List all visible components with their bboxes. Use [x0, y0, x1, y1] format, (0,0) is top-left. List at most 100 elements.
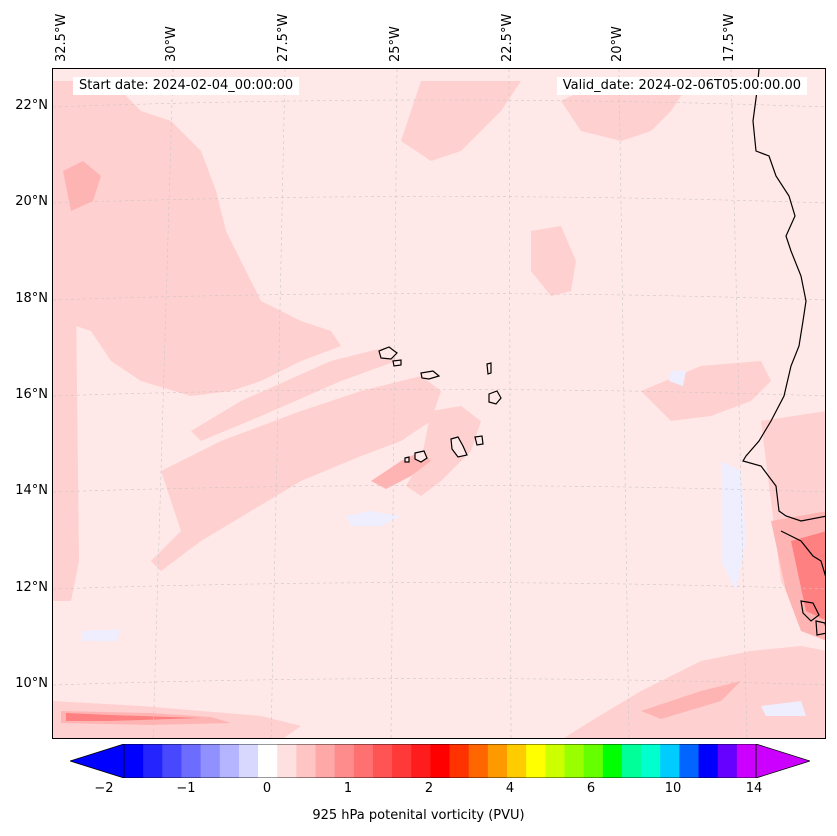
- lon-label-22-5w: 22.5°W: [500, 13, 515, 62]
- colorbar-segment: [564, 744, 585, 778]
- lat-label-10n: 10°N: [15, 676, 48, 691]
- island-sao-vicente: [392, 359, 402, 367]
- pv-contours-strong: [66, 531, 825, 721]
- colorbar-segment: [411, 744, 431, 778]
- colorbar-segment: [736, 744, 757, 778]
- gridline-lat-22n: [53, 99, 825, 108]
- colorbar-tick: 4: [505, 781, 515, 796]
- gridline-lon-25w: [390, 69, 398, 738]
- colorbar-segment: [468, 744, 489, 778]
- gridline-lon-22-5w: [508, 69, 512, 738]
- colorbar-segment: [430, 744, 451, 778]
- colorbar-tick: 6: [586, 781, 596, 796]
- pv-contours-light: [53, 81, 825, 738]
- lat-label-18n: 18°N: [15, 291, 48, 306]
- cape-verde-islands: [378, 346, 502, 463]
- pv-coast-core: [791, 531, 825, 621]
- colorbar-segment: [258, 744, 278, 778]
- coast-guinea-bissau: [780, 530, 825, 577]
- colorbar-segment: [392, 744, 412, 778]
- gridline-lat-20n: [53, 196, 825, 204]
- lon-label-27-5w: 27.5°W: [276, 13, 291, 62]
- colorbar-over-triangle: [755, 744, 810, 778]
- colorbar-segment: [602, 744, 623, 778]
- pv-region-central-blob: [531, 226, 576, 296]
- colorbar-tick: 2: [424, 781, 434, 796]
- colorbar-segment: [698, 744, 719, 778]
- neg-region-3: [669, 371, 686, 386]
- lat-label-12n: 12°N: [15, 580, 48, 595]
- island-brava: [404, 456, 410, 463]
- colorbar-tick: −2: [94, 781, 114, 796]
- colorbar-segment: [526, 744, 546, 778]
- coastline: [742, 69, 825, 636]
- colorbar-segment: [507, 744, 527, 778]
- coast-islands-bijagos: [800, 600, 825, 636]
- gridline-lon-20w: [618, 69, 630, 738]
- neg-region-4: [81, 629, 121, 641]
- gridline-lat-12n: [53, 582, 825, 590]
- colorbar-segment: [143, 744, 163, 778]
- pv-region-north-center: [401, 81, 521, 161]
- pv-plume-core: [371, 451, 431, 489]
- colorbar-segment: [660, 744, 680, 778]
- neg-region-2: [721, 461, 746, 591]
- lon-label-30w: 30°W: [164, 26, 179, 62]
- colorbar-segment: [238, 744, 259, 778]
- pv-band-southeast: [564, 646, 825, 738]
- colorbar-segment: [200, 744, 221, 778]
- colorbar-segment: [717, 744, 738, 778]
- island-boa-vista: [488, 390, 502, 405]
- map-panel: Start date: 2024-02-04_00:00:00 Valid_da…: [52, 68, 826, 739]
- lat-label-16n: 16°N: [15, 387, 48, 402]
- island-sal: [486, 362, 492, 375]
- gridline-lon-30w: [152, 69, 174, 738]
- gridline-lat-16n: [53, 389, 825, 397]
- pv-west-spots: [63, 161, 101, 211]
- pv-band-diagonal: [191, 346, 396, 441]
- colorbar-segment: [353, 744, 374, 778]
- colorbar-tick: 14: [745, 781, 763, 796]
- colorbar-segment: [162, 744, 182, 778]
- colorbar: [70, 744, 810, 778]
- lat-label-22n: 22°N: [15, 98, 48, 113]
- graticule: [53, 69, 825, 738]
- island-sao-nicolau: [420, 370, 441, 380]
- coast-africa: [742, 69, 825, 522]
- gridline-lat-18n: [53, 293, 825, 301]
- colorbar-segment: [124, 744, 144, 778]
- lat-label-20n: 20°N: [15, 194, 48, 209]
- colorbar-segment: [583, 744, 604, 778]
- gridline-lon-17-5w: [730, 69, 748, 738]
- colorbar-segment: [621, 744, 642, 778]
- pv-southwest-core: [66, 713, 201, 721]
- colorbar-segment: [277, 744, 297, 778]
- lon-label-17-5w: 17.5°W: [722, 13, 737, 62]
- neg-region-5: [761, 701, 806, 716]
- lon-label-25w: 25°W: [388, 26, 403, 62]
- colorbar-segment: [181, 744, 202, 778]
- map-canvas: [53, 69, 825, 738]
- gridline-lat-14n: [53, 485, 825, 493]
- gridline-lat-10n: [53, 678, 825, 686]
- island-santiago: [450, 436, 468, 458]
- colorbar-tick: 1: [343, 781, 353, 796]
- colorbar-segment: [545, 744, 565, 778]
- lon-label-20w: 20°W: [610, 26, 625, 62]
- colorbar-segment: [487, 744, 508, 778]
- colorbar-under-triangle: [70, 744, 125, 778]
- neg-region-1: [346, 511, 401, 526]
- lon-label-32-5w: 32.5°W: [54, 13, 69, 62]
- pv-region-northeast: [561, 81, 691, 141]
- start-date-label: Start date: 2024-02-04_00:00:00: [73, 77, 300, 95]
- valid-date-label: Valid_date: 2024-02-06T05:00:00.00: [556, 77, 807, 95]
- lat-label-14n: 14°N: [15, 483, 48, 498]
- gridline-lon-27-5w: [270, 69, 286, 738]
- island-fogo: [414, 450, 428, 463]
- island-santo-antao: [378, 346, 398, 360]
- pv-band-south: [151, 376, 441, 571]
- colorbar-outline: [123, 744, 757, 778]
- pv-negative-regions: [81, 371, 806, 716]
- island-maio: [474, 435, 484, 446]
- colorbar-segment: [641, 744, 661, 778]
